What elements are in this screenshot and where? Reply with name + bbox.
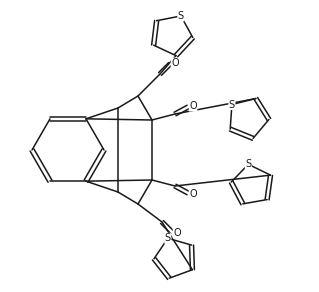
Text: S: S — [229, 100, 235, 110]
Text: O: O — [189, 189, 197, 199]
Text: S: S — [165, 233, 171, 243]
Text: S: S — [245, 159, 251, 169]
Text: O: O — [171, 58, 179, 68]
Text: O: O — [173, 228, 181, 238]
Text: O: O — [189, 101, 197, 111]
Text: S: S — [178, 11, 184, 21]
